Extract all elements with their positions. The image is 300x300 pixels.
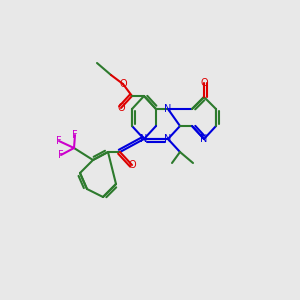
Text: F: F [72, 130, 78, 140]
Text: N: N [200, 134, 208, 144]
Text: N: N [164, 104, 172, 114]
Text: F: F [56, 136, 62, 146]
Text: O: O [128, 160, 136, 170]
Text: F: F [58, 150, 64, 160]
Text: O: O [117, 103, 125, 113]
Text: N: N [140, 134, 148, 144]
Text: O: O [200, 78, 208, 88]
Text: N: N [164, 134, 172, 144]
Text: O: O [119, 79, 127, 89]
